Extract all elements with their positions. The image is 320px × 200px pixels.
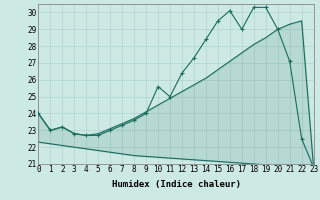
X-axis label: Humidex (Indice chaleur): Humidex (Indice chaleur) [111, 180, 241, 189]
